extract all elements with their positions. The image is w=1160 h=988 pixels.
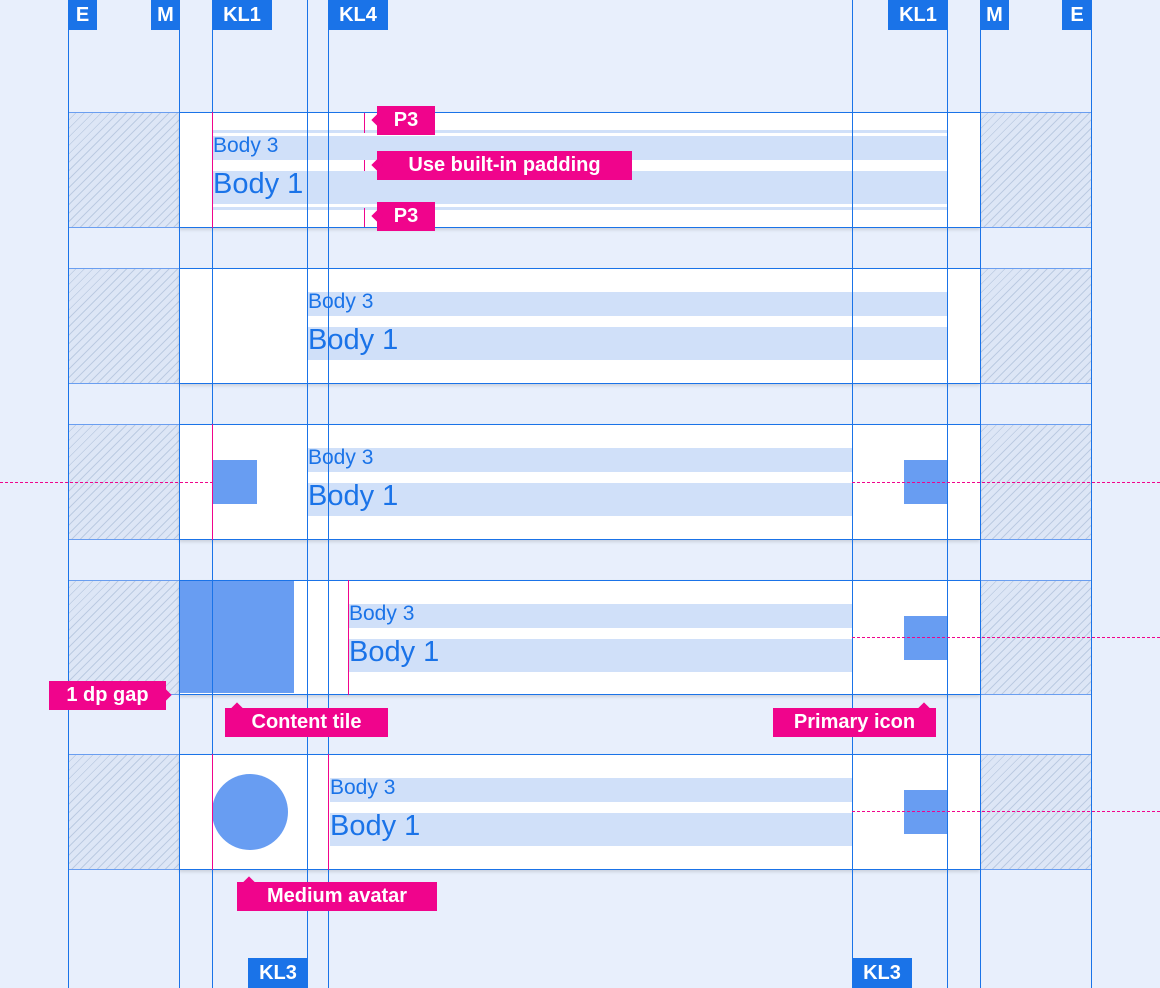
padding-outline	[212, 130, 947, 210]
margin-hatch	[68, 268, 179, 384]
row-title: Body 1	[349, 636, 440, 668]
keyline-margin-right	[980, 0, 981, 988]
title-highlight	[348, 639, 852, 672]
annotation-primary-icon: Primary icon	[773, 708, 936, 737]
title-highlight	[307, 327, 947, 360]
margin-hatch	[980, 754, 1091, 870]
alignment-guide	[328, 754, 329, 870]
caption-highlight	[330, 778, 852, 802]
keyline-tag: KL3	[248, 958, 308, 988]
keyline-kl4	[328, 0, 329, 988]
caption-highlight	[348, 604, 852, 628]
keyline-edge	[68, 0, 69, 988]
row-caption: Body 3	[349, 602, 415, 625]
annotation-p3: P3	[377, 202, 435, 231]
keyline-tag: M	[980, 0, 1009, 30]
keyline-kl3	[307, 0, 308, 988]
row-caption: Body 3	[330, 776, 396, 799]
row-title: Body 1	[213, 168, 304, 200]
row-title: Body 1	[330, 810, 421, 842]
list-item-2	[179, 268, 980, 384]
primary-icon	[904, 616, 947, 660]
list-item-3	[179, 424, 980, 540]
caption-highlight	[307, 448, 852, 472]
keyline-tag: E	[1062, 0, 1092, 30]
keyline-margin	[179, 0, 180, 988]
row-caption: Body 3	[308, 290, 374, 313]
keyline-kl1-right	[947, 0, 948, 988]
row-title: Body 1	[308, 324, 399, 356]
keyline-tag: M	[151, 0, 180, 30]
center-guide	[0, 482, 213, 483]
center-guide	[852, 482, 1160, 483]
title-highlight	[307, 483, 852, 516]
annotation-gap: 1 dp gap	[49, 681, 166, 710]
row-caption: Body 3	[308, 446, 374, 469]
alignment-guide	[212, 112, 213, 228]
keyline-tag: KL1	[212, 0, 272, 30]
annotation-content-tile: Content tile	[225, 708, 388, 737]
margin-hatch	[980, 112, 1091, 228]
padding-guide	[364, 113, 365, 133]
caption-highlight	[307, 292, 947, 316]
annotation-p3: P3	[377, 106, 435, 135]
keyline-tag: KL4	[328, 0, 388, 30]
margin-hatch	[68, 754, 179, 870]
keyline-tag: E	[68, 0, 97, 30]
title-highlight	[330, 813, 852, 846]
padding-guide	[364, 208, 365, 227]
keyline-kl3-right	[852, 0, 853, 988]
list-item-4	[179, 580, 980, 695]
row-title: Body 1	[308, 480, 399, 512]
annotation-medium-avatar: Medium avatar	[237, 882, 437, 911]
center-guide	[852, 637, 1160, 638]
alignment-guide	[212, 754, 213, 870]
alignment-guide	[348, 580, 349, 695]
medium-avatar	[212, 774, 288, 850]
leading-icon	[213, 460, 257, 504]
row-caption: Body 3	[213, 134, 279, 157]
primary-icon	[904, 790, 947, 834]
margin-hatch	[68, 580, 179, 695]
margin-hatch	[68, 112, 179, 228]
keyline-edge-right	[1091, 0, 1092, 988]
margin-hatch	[980, 268, 1091, 384]
center-guide	[852, 811, 1160, 812]
content-tile	[180, 581, 294, 693]
list-item-5	[179, 754, 980, 870]
annotation-padding: Use built-in padding	[377, 151, 632, 180]
padding-guide	[364, 160, 365, 171]
keyline-tag: KL1	[888, 0, 948, 30]
keyline-tag: KL3	[852, 958, 912, 988]
